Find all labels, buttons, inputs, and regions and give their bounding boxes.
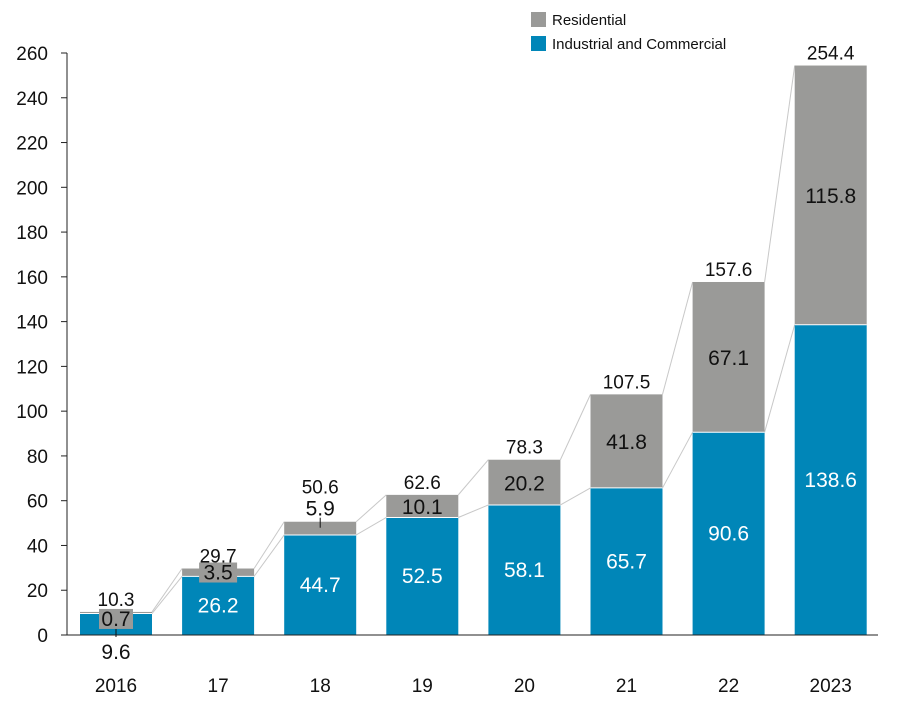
y-tick-label: 220 xyxy=(16,134,48,155)
y-tick-label: 140 xyxy=(16,313,48,334)
connector-industrial xyxy=(560,487,591,506)
connector-total xyxy=(151,568,183,613)
bar-industrial-commercial-21 xyxy=(590,487,663,635)
legend-label-industrial-and-commercial: Industrial and Commercial xyxy=(552,36,726,53)
data-labels: 10.3 9.6 0.7 29.7 26.2 3.5 50.6 44.7 5.9 62.6 52.5… xyxy=(98,44,857,664)
total-label: 29.7 xyxy=(200,547,237,568)
industrial-commercial-label: 58.1 xyxy=(504,559,545,582)
residential-label: 10.1 xyxy=(402,496,443,519)
x-tick-label: 18 xyxy=(310,676,331,697)
bar-industrial-commercial-22 xyxy=(692,432,765,635)
x-tick-label: 20 xyxy=(514,676,535,697)
connector-total xyxy=(253,521,285,569)
connector-industrial xyxy=(764,324,796,433)
y-tick-label: 180 xyxy=(16,223,48,244)
industrial-commercial-label: 26.2 xyxy=(198,595,239,618)
industrial-commercial-label: 52.5 xyxy=(402,565,443,588)
y-tick-label: 240 xyxy=(16,89,48,110)
industrial-commercial-label: 138.6 xyxy=(804,469,857,492)
total-label: 50.6 xyxy=(302,478,339,499)
residential-label: 20.2 xyxy=(504,472,545,495)
y-tick-label: 200 xyxy=(16,178,48,199)
bar-industrial-commercial-2023 xyxy=(794,324,867,635)
industrial-commercial-label: 9.6 xyxy=(101,641,130,664)
total-label: 62.6 xyxy=(404,473,441,494)
bar-residential-22 xyxy=(692,281,765,433)
connector-total xyxy=(559,394,591,460)
y-tick-label: 60 xyxy=(27,492,48,513)
y-tick-label: 120 xyxy=(16,357,48,378)
x-tick-label: 19 xyxy=(412,676,433,697)
residential-label: 5.9 xyxy=(306,498,335,521)
legend-label-residential: Residential xyxy=(552,12,626,29)
industrial-commercial-label: 90.6 xyxy=(708,523,749,546)
total-label: 157.6 xyxy=(705,260,753,281)
connector-industrial xyxy=(355,517,387,536)
x-tick-label: 17 xyxy=(208,676,229,697)
y-tick-label: 0 xyxy=(37,626,48,647)
x-tick-label: 2016 xyxy=(95,676,137,697)
bar-residential-20 xyxy=(488,459,561,505)
total-label: 107.5 xyxy=(603,372,651,393)
connector-lines xyxy=(151,65,796,614)
total-label: 10.3 xyxy=(98,590,135,611)
x-tick-label: 21 xyxy=(616,676,637,697)
industrial-commercial-label: 65.7 xyxy=(606,550,647,573)
bars xyxy=(80,65,867,635)
connector-industrial xyxy=(151,576,183,614)
residential-label: 3.5 xyxy=(203,562,232,585)
connector-industrial xyxy=(458,504,489,518)
y-tick-label: 20 xyxy=(27,581,48,602)
connector-total xyxy=(662,281,694,395)
bar-residential-19 xyxy=(386,494,459,518)
x-axis: 2016 17 18 19 20 21 22 2023 xyxy=(67,634,878,697)
legend: Residential Industrial and Commercial xyxy=(531,12,726,53)
industrial-commercial-label: 44.7 xyxy=(300,574,341,597)
residential-label-box xyxy=(99,608,133,629)
y-tick-label: 80 xyxy=(27,447,48,468)
legend-swatch-residential xyxy=(531,12,546,27)
bar-residential-18 xyxy=(284,521,357,535)
bar-residential-21 xyxy=(590,394,663,488)
residential-label: 67.1 xyxy=(708,347,749,370)
y-tick-label: 100 xyxy=(16,402,48,423)
total-label: 78.3 xyxy=(506,438,543,459)
y-tick-label: 40 xyxy=(27,536,48,557)
bar-industrial-commercial-20 xyxy=(488,504,561,635)
bar-industrial-commercial-18 xyxy=(284,534,357,635)
total-label: 254.4 xyxy=(807,44,855,65)
legend-swatch-industrial-and-commercial xyxy=(531,36,546,51)
residential-label: 0.7 xyxy=(101,608,130,631)
residential-label: 41.8 xyxy=(606,431,647,454)
connector-industrial xyxy=(662,431,694,489)
connector-industrial xyxy=(253,534,285,577)
residential-label-box xyxy=(199,562,238,583)
connector-total xyxy=(355,494,387,523)
bar-industrial-commercial-19 xyxy=(386,517,459,635)
bar-industrial-commercial-17 xyxy=(182,576,255,635)
y-tick-label: 160 xyxy=(16,268,48,289)
connector-total xyxy=(457,459,489,496)
connector-total xyxy=(764,65,796,283)
x-tick-label: 2023 xyxy=(810,676,852,697)
residential-label: 115.8 xyxy=(805,185,856,208)
x-tick-label: 22 xyxy=(718,676,739,697)
y-tick-label: 260 xyxy=(16,44,48,65)
bar-residential-2023 xyxy=(794,65,867,325)
y-axis: 0 20 40 60 80 100 120 140 160 180 200 220 240 260 xyxy=(16,44,68,647)
